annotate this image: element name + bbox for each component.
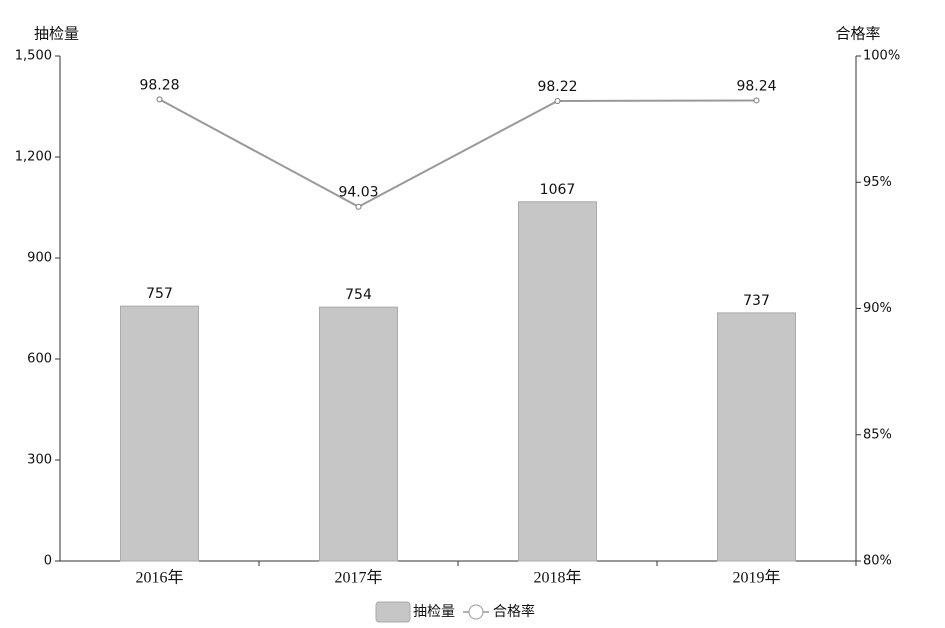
y2-axis-title: 合格率 — [835, 25, 880, 43]
y2-tick-label: 95% — [863, 175, 892, 190]
y-axis-title: 抽检量 — [34, 25, 79, 43]
x-tick-label: 2019年 — [732, 569, 780, 587]
line-label: 98.28 — [139, 77, 179, 93]
legend-swatch — [468, 604, 484, 620]
bar-label: 737 — [743, 293, 770, 309]
y2-tick-label: 100% — [863, 49, 900, 64]
line-point — [156, 96, 163, 103]
bar — [717, 312, 796, 562]
line-point — [355, 203, 362, 210]
x-tick-label: 2018年 — [533, 569, 581, 587]
y-tick-label: 1,200 — [15, 150, 52, 165]
y2-tick-label: 90% — [863, 301, 892, 316]
y2-tick-label: 80% — [863, 554, 892, 569]
x-tick-label: 2017年 — [334, 569, 382, 587]
bar-label: 1067 — [540, 182, 576, 198]
y-tick-label: 0 — [44, 554, 52, 569]
bar — [319, 306, 398, 562]
line-label: 98.22 — [537, 79, 577, 95]
legend-label: 合格率 — [493, 603, 535, 620]
y-tick-label: 900 — [27, 251, 52, 266]
legend-label: 抽检量 — [413, 604, 455, 620]
y-tick-label: 600 — [27, 352, 52, 367]
line — [159, 98, 757, 208]
x-tick-label: 2016年 — [135, 569, 183, 587]
bar-label: 757 — [146, 286, 173, 302]
y-tick-label: 1,500 — [15, 49, 52, 64]
bar — [518, 201, 597, 562]
line-label: 98.24 — [736, 78, 776, 94]
line-label: 94.03 — [338, 185, 378, 201]
y2-tick-label: 85% — [863, 427, 892, 442]
y-tick-label: 300 — [27, 453, 52, 468]
line-point — [753, 97, 760, 104]
line-point — [554, 97, 561, 104]
bar — [120, 305, 199, 562]
bar-label: 754 — [345, 287, 372, 303]
legend-swatch — [375, 601, 411, 623]
